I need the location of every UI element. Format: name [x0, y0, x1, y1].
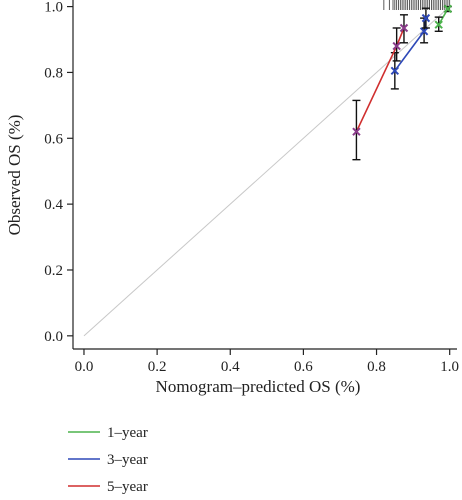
data-point-marker: [352, 127, 361, 136]
y-tick-label: 1.0: [44, 0, 63, 16]
y-tick-label: 0.4: [44, 197, 63, 213]
x-tick-label: 1.0: [440, 359, 459, 375]
data-point-marker: [421, 13, 431, 23]
x-tick-label: 0.6: [294, 359, 313, 375]
y-tick-label: 0.8: [44, 65, 63, 81]
legend-label: 5–year: [107, 479, 148, 495]
y-tick-label: 0.0: [44, 329, 63, 345]
data-point-marker: [392, 41, 401, 51]
x-tick-label: 0.8: [367, 359, 386, 375]
legend-label: 3–year: [107, 452, 148, 468]
data-point-marker: [399, 23, 409, 33]
x-tick-label: 0.4: [221, 359, 240, 375]
data-point-marker: [419, 27, 429, 36]
x-tick-label: 0.0: [75, 359, 94, 375]
data-point-marker: [434, 20, 443, 29]
x-tick-label: 0.2: [148, 359, 167, 375]
y-tick-label: 0.2: [44, 263, 63, 279]
y-tick-label: 0.6: [44, 131, 63, 147]
y-axis-title: Observed OS (%): [5, 115, 24, 236]
x-axis-title: Nomogram–predicted OS (%): [156, 377, 361, 396]
data-point-marker: [390, 66, 400, 75]
legend-label: 1–year: [107, 425, 148, 441]
data-point-marker: [443, 4, 453, 14]
